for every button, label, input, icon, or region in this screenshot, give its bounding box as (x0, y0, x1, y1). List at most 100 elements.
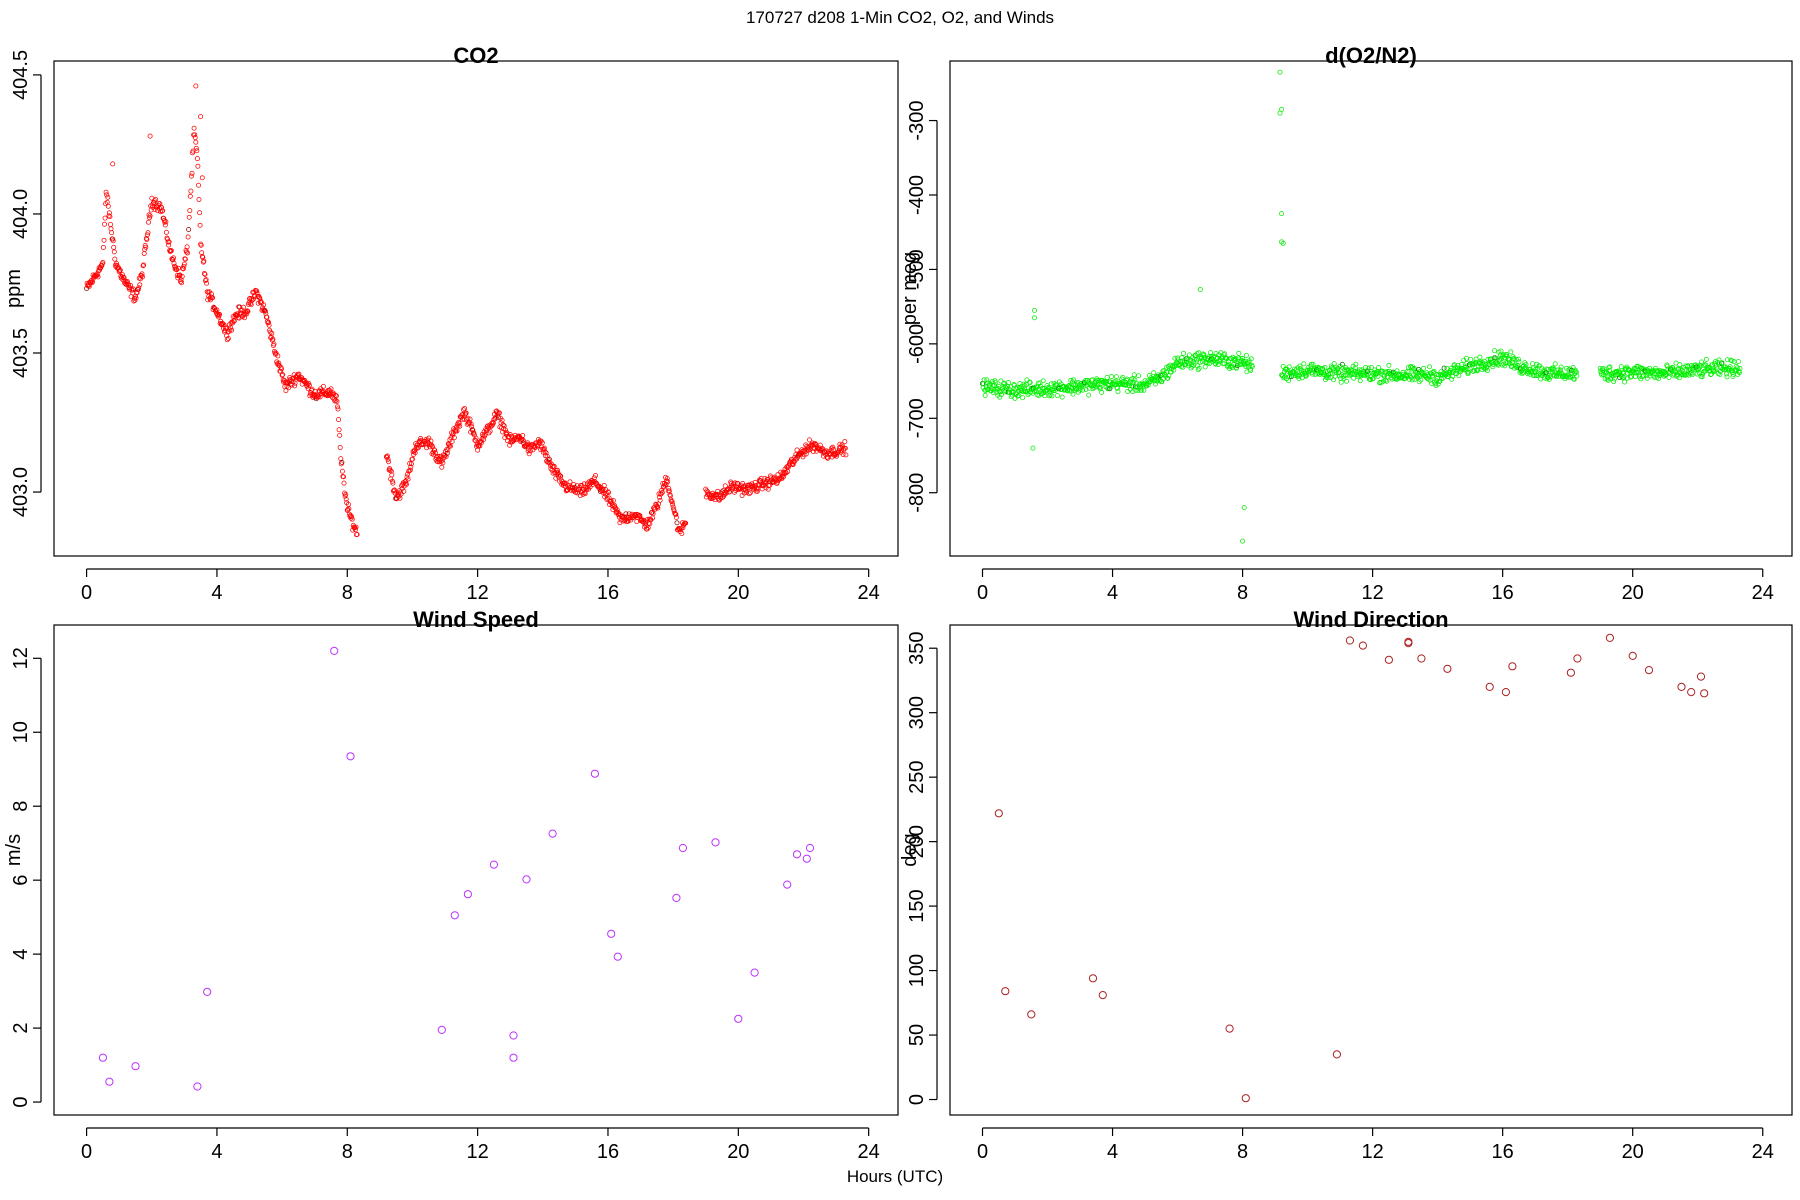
data-point (1605, 374, 1611, 380)
data-point (165, 236, 170, 242)
data-point (1622, 379, 1628, 385)
data-point (1664, 363, 1670, 369)
data-point (460, 411, 466, 417)
data-point (817, 442, 823, 448)
data-point (329, 391, 335, 397)
data-point (98, 1053, 108, 1062)
data-point (543, 450, 549, 456)
data-point (244, 311, 250, 317)
data-point (1418, 377, 1424, 383)
data-point (203, 987, 212, 997)
data-point (1021, 381, 1027, 387)
data-point (746, 491, 752, 497)
data-point (814, 445, 820, 451)
data-point (1514, 365, 1520, 371)
data-point (173, 266, 179, 272)
data-point (337, 445, 343, 450)
data-point (674, 520, 680, 526)
data-point (324, 392, 330, 398)
data-point (1099, 389, 1105, 395)
data-point (1342, 367, 1347, 373)
data-point (349, 514, 355, 520)
data-point (457, 423, 463, 429)
data-point (1654, 368, 1659, 374)
data-point (341, 480, 347, 486)
x-tick-label: 0 (81, 582, 92, 604)
data-point (410, 456, 415, 462)
data-point (102, 221, 107, 227)
data-point (1384, 655, 1394, 664)
data-point (1574, 373, 1580, 379)
y-tick-label: 350 (906, 632, 928, 665)
y-tick-label: 200 (906, 825, 928, 858)
data-point (1409, 377, 1415, 383)
data-point (276, 360, 282, 366)
x-tick-label: 12 (1362, 582, 1384, 604)
data-point (1611, 376, 1617, 382)
data-point (339, 468, 345, 474)
data-point (431, 447, 437, 453)
data-point (456, 420, 462, 426)
figure-x-axis-label: Hours (UTC) (847, 1167, 943, 1186)
data-point (1427, 364, 1432, 370)
data-point (807, 437, 812, 443)
data-point (843, 452, 849, 458)
data-point-outlier (1279, 106, 1285, 112)
data-point (399, 483, 405, 489)
x-tick-label: 16 (1492, 1141, 1514, 1163)
data-point (1487, 359, 1493, 365)
data-point-outlier (1279, 211, 1285, 217)
data-point (1366, 365, 1372, 371)
data-point (678, 843, 688, 853)
data-point (349, 516, 355, 522)
data-point (133, 295, 139, 301)
data-point (201, 258, 207, 264)
data-point (405, 476, 411, 482)
data-point (1071, 377, 1076, 383)
x-tick-label: 20 (1622, 582, 1644, 604)
data-point (1417, 654, 1426, 663)
data-point (336, 427, 342, 433)
data-point (153, 196, 159, 202)
data-point (649, 510, 655, 516)
data-point (90, 279, 96, 285)
data-point (720, 494, 726, 500)
data-point (1281, 375, 1287, 381)
data-point (608, 498, 614, 504)
data-point (1450, 373, 1456, 379)
data-point (179, 280, 185, 286)
data-point (197, 210, 203, 216)
data-point (204, 280, 210, 286)
x-tick-label: 16 (1492, 582, 1514, 604)
data-point (243, 309, 249, 315)
data-point (1319, 366, 1325, 372)
data-point (1143, 383, 1149, 388)
data-point (443, 454, 449, 459)
data-point (993, 379, 998, 385)
data-point (114, 261, 119, 266)
data-point (622, 518, 628, 523)
x-tick-label: 8 (1237, 582, 1248, 604)
data-point (1441, 365, 1447, 371)
data-point (539, 440, 545, 446)
data-point (335, 406, 341, 412)
data-point (1485, 682, 1494, 692)
data-point (1215, 362, 1221, 368)
data-point (152, 198, 157, 204)
data-point (1208, 350, 1214, 356)
data-points-o2 (980, 69, 1743, 544)
data-point (343, 492, 349, 497)
data-point (434, 453, 440, 459)
data-point (1677, 362, 1683, 368)
data-point (805, 843, 815, 853)
data-point (117, 268, 123, 274)
data-point-outlier (1197, 287, 1203, 292)
data-point (1138, 387, 1144, 393)
data-point (188, 173, 194, 179)
data-point (171, 260, 177, 266)
x-tick-label: 4 (211, 1141, 222, 1163)
data-point (306, 382, 312, 388)
data-point (1629, 374, 1635, 379)
